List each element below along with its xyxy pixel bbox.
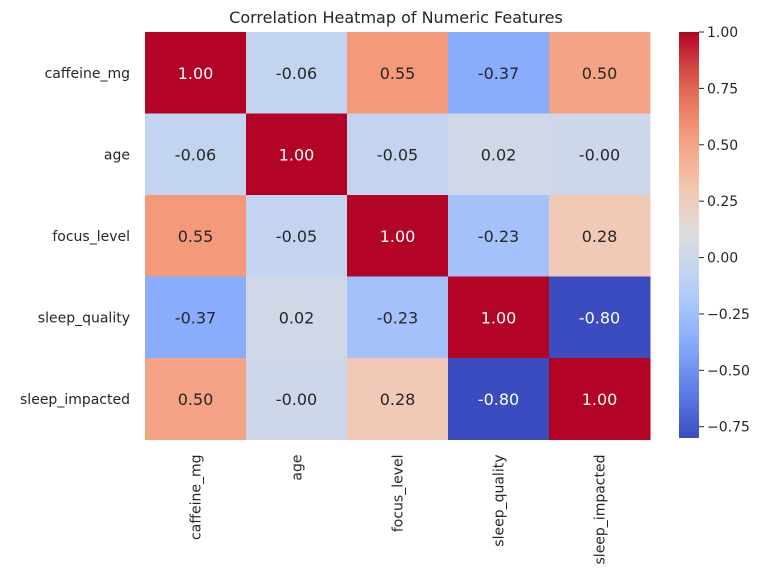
x-tick-label: sleep_quality [492,455,508,547]
heatmap-cell [448,276,550,359]
cell-value-label: 0.55 [178,227,214,246]
cell-value-label: -0.37 [478,64,519,83]
x-tick-labels: caffeine_mg age focus_level sleep_quality sl… [189,455,609,565]
cell-value-label: 0.28 [582,227,618,246]
cell-value-label: -0.80 [478,390,519,409]
heatmap-cell [246,276,348,359]
heatmap-cell [347,113,449,196]
heatmap-cell [347,358,449,440]
cell-value-label: -0.05 [377,145,418,164]
heatmap-cell [448,195,550,277]
cell-value-label: -0.23 [478,227,519,246]
colorbar-tick-label: 0.00 [707,251,738,267]
x-tick-label: focus_level [391,455,407,533]
cell-value-label: -0.23 [377,308,418,327]
heatmap-cell [145,32,247,114]
cell-value-label: 1.00 [582,390,618,409]
cell-value-label: -0.05 [276,227,317,246]
cell-value-label: -0.00 [579,145,620,164]
heatmap-cell [246,195,348,277]
heatmap-cell [145,113,247,196]
cell-value-label: -0.00 [276,390,317,409]
cell-value-label: -0.80 [579,308,620,327]
cell-value-label: 1.00 [279,145,315,164]
heatmap-cell [246,32,348,114]
cell-value-label: 1.00 [481,308,517,327]
colorbar: 1.00 0.75 0.50 0.25 0.00 −0.25 −0.50 −0.75 [679,25,750,438]
chart-title: Correlation Heatmap of Numeric Features [229,8,563,27]
cell-value-label: 1.00 [380,227,416,246]
y-tick-label: caffeine_mg [45,66,130,82]
x-tick-label: age [290,455,306,481]
colorbar-tick-label: −0.25 [707,307,750,323]
cell-value-label: -0.37 [175,308,216,327]
x-tick-label: sleep_impacted [593,455,609,565]
heatmap-cell [448,358,550,440]
colorbar-tick-label: 0.75 [707,81,738,97]
heatmap-cell [448,32,550,114]
cell-value-label: 1.00 [178,64,214,83]
heatmap-cell [549,358,651,440]
heatmap-cell [549,276,651,359]
cell-value-label: -0.06 [175,145,216,164]
heatmap-cell [246,113,348,196]
colorbar-tick-label: −0.50 [707,363,750,379]
heatmap-cell [549,195,651,277]
cell-value-label: 0.50 [582,64,618,83]
y-tick-label: age [104,147,130,163]
cell-value-label: 0.50 [178,390,214,409]
heatmap-cell [549,32,651,114]
y-tick-label: sleep_impacted [20,392,130,408]
heatmap-cell [347,32,449,114]
colorbar-tick-label: 0.50 [707,138,738,154]
heatmap-cell [448,113,550,196]
heatmap-cell [347,195,449,277]
y-tick-label: focus_level [52,229,130,245]
heatmap-cell [145,276,247,359]
heatmap-cell [145,195,247,277]
colorbar-tick-label: −0.75 [707,420,750,436]
colorbar-tick-label: 1.00 [707,25,738,41]
heatmap-cell [549,113,651,196]
cell-value-label: -0.06 [276,64,317,83]
x-tick-label: caffeine_mg [189,455,205,540]
heatmap-cell [246,358,348,440]
cell-value-label: 0.55 [380,64,416,83]
colorbar-gradient [679,32,699,438]
heatmap-cells: 1.00 -0.06 0.55 -0.37 0.50 -0.06 1.00 -0.05 0.02… [145,32,651,440]
cell-value-label: 0.28 [380,390,416,409]
heatmap-cell [347,276,449,359]
cell-value-label: 0.02 [279,308,315,327]
colorbar-tick-label: 0.25 [707,194,738,210]
y-tick-label: sleep_quality [38,310,130,326]
cell-value-label: 0.02 [481,145,517,164]
heatmap-cell [145,358,247,440]
